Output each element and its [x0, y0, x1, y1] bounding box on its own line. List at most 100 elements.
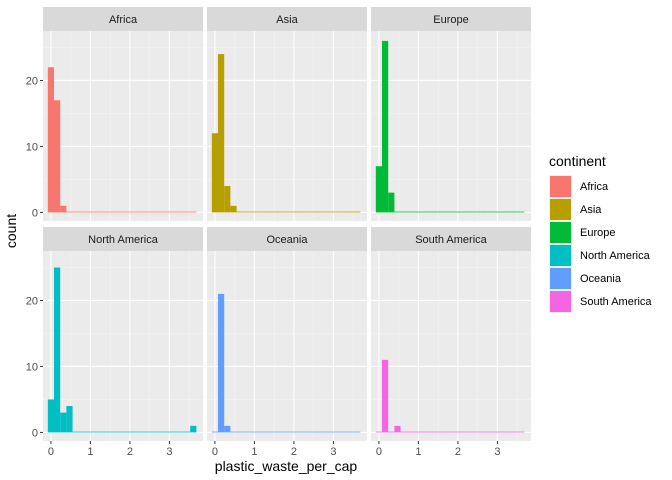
histogram-bar	[437, 211, 444, 213]
legend-swatch-north-america	[550, 245, 571, 266]
histogram-bar	[317, 431, 324, 433]
facet-strip	[207, 7, 367, 31]
histogram-bar	[66, 211, 73, 213]
histogram-bar	[468, 211, 475, 213]
panel-south-america: South America	[371, 227, 531, 441]
facet-strip-label: South America	[415, 234, 487, 246]
histogram-bar	[236, 431, 243, 433]
histogram-bar	[375, 431, 383, 433]
x-tick-label: 0	[48, 446, 54, 458]
histogram-bar	[505, 211, 513, 213]
histogram-bar	[468, 431, 475, 433]
legend-label-north-america: North America	[580, 250, 651, 262]
histogram-bar	[431, 431, 438, 433]
histogram-bar	[394, 425, 401, 433]
histogram-bar	[184, 431, 191, 433]
histogram-bar	[493, 211, 500, 213]
histogram-bar	[382, 359, 389, 433]
panel-background	[43, 31, 203, 221]
histogram-bar	[115, 211, 123, 213]
histogram-bar	[419, 431, 426, 433]
histogram-bar	[224, 425, 231, 433]
histogram-bar	[304, 431, 311, 433]
facet-strip	[43, 7, 203, 31]
histogram-bar	[450, 431, 457, 433]
histogram-bar	[481, 431, 488, 433]
facet-strip	[207, 227, 367, 251]
legend-label-south-america: South America	[580, 296, 652, 308]
histogram-bar	[128, 211, 135, 213]
histogram-bar	[153, 211, 160, 213]
facet-strip-label: Europe	[433, 14, 468, 26]
histogram-bar	[128, 431, 135, 433]
histogram-bar	[456, 431, 463, 433]
panels-layer: Africa Asia Europe North America Oceania Sout…	[43, 7, 531, 441]
y-tick-label: 0	[32, 427, 38, 439]
histogram-bar	[211, 431, 219, 433]
y-tick-label: 20	[26, 75, 38, 87]
histogram-bar	[518, 211, 525, 213]
histogram-bar	[190, 211, 197, 213]
histogram-bar	[493, 431, 500, 433]
y-axis-title: count	[3, 214, 19, 248]
x-tick-label: 2	[291, 446, 297, 458]
histogram-bar	[171, 431, 178, 433]
axes-layer: 0 10 20 0 1 2 3 0 10 20 0 1 2 3 0 1 2 3	[26, 75, 501, 458]
x-tick-label: 0	[212, 446, 218, 458]
histogram-bar	[146, 431, 154, 433]
histogram-bar	[329, 431, 336, 433]
histogram-bar	[462, 431, 469, 433]
histogram-bar	[122, 431, 129, 433]
histogram-bar	[286, 211, 293, 213]
histogram-bar	[437, 431, 444, 433]
histogram-bar	[97, 431, 104, 433]
histogram-bar	[412, 211, 420, 213]
histogram-bar	[54, 100, 61, 213]
histogram-bar	[224, 186, 231, 213]
histogram-bar	[481, 211, 488, 213]
facet-strip	[371, 227, 531, 251]
histogram-bar	[159, 211, 166, 213]
histogram-bar	[153, 431, 160, 433]
histogram-bar	[255, 431, 262, 433]
histogram-bar	[279, 431, 287, 433]
histogram-bar	[317, 211, 324, 213]
histogram-bar	[273, 431, 280, 433]
histogram-bar	[499, 431, 506, 433]
x-tick-label: 1	[87, 446, 93, 458]
histogram-bar	[134, 211, 141, 213]
histogram-bar	[190, 425, 197, 433]
histogram-bar	[298, 211, 305, 213]
histogram-bar	[159, 431, 166, 433]
histogram-bar	[443, 431, 451, 433]
histogram-bar	[348, 431, 355, 433]
facet-strip	[371, 7, 531, 31]
legend-label-oceania: Oceania	[580, 273, 622, 285]
facet-strip-label: Asia	[276, 14, 298, 26]
histogram-bar	[109, 431, 116, 433]
panel-north-america: North America	[43, 227, 203, 441]
histogram-bar	[261, 431, 268, 433]
histogram-bar	[456, 211, 463, 213]
legend-swatch-asia	[550, 199, 571, 220]
histogram-bar	[354, 431, 361, 433]
histogram-bar	[84, 431, 92, 433]
histogram-bar	[487, 211, 494, 213]
histogram-bar	[348, 211, 355, 213]
histogram-bar	[267, 431, 274, 433]
panel-asia: Asia	[207, 7, 367, 221]
histogram-bar	[72, 431, 79, 433]
x-tick-label: 3	[166, 446, 172, 458]
x-tick-label: 2	[455, 446, 461, 458]
histogram-bar	[425, 211, 432, 213]
histogram-bar	[230, 431, 237, 433]
histogram-bar	[505, 431, 513, 433]
histogram-bar	[140, 211, 147, 213]
panel-background	[371, 251, 531, 441]
histogram-bar	[375, 166, 383, 213]
legend-title: continent	[549, 153, 606, 169]
histogram-bar	[273, 211, 280, 213]
histogram-bar	[518, 431, 525, 433]
histogram-bar	[255, 211, 262, 213]
legend-label-europe: Europe	[580, 227, 615, 239]
